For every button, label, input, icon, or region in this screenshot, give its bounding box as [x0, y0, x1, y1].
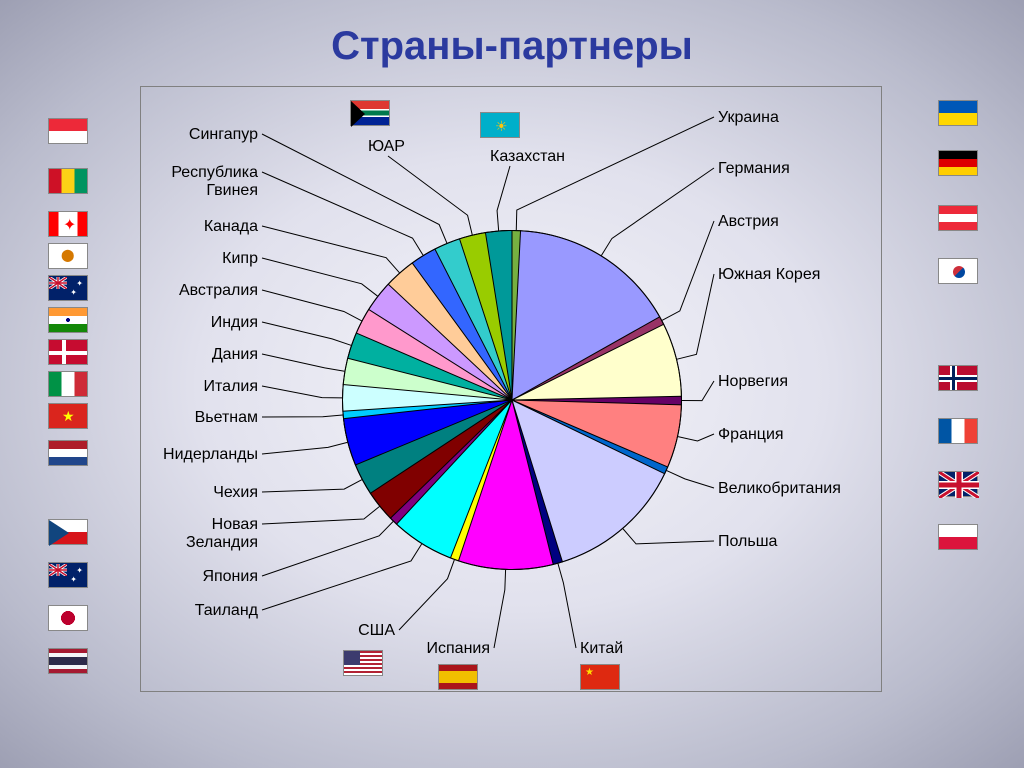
flag-newzealand: ✦✦ — [48, 562, 88, 588]
label-italy: Италия — [204, 378, 258, 396]
flag-japan — [48, 605, 88, 631]
label-australia: Австралия — [179, 282, 258, 300]
flag-uk — [938, 471, 978, 497]
label-netherlands: Нидерланды — [163, 446, 258, 464]
flag-ukraine — [938, 100, 978, 126]
label-norway: Норвегия — [718, 373, 788, 391]
flag-india — [48, 307, 88, 333]
label-japan: Япония — [202, 568, 258, 586]
flag-australia: ✦✦ — [48, 275, 88, 301]
flag-italy — [48, 371, 88, 397]
flag-usa — [343, 650, 383, 676]
flag-spain — [438, 664, 478, 690]
label-usa: США — [358, 622, 395, 640]
flag-germany — [938, 150, 978, 176]
flag-vietnam: ★ — [48, 403, 88, 429]
flag-czech — [48, 519, 88, 545]
label-spain: Испания — [427, 640, 491, 658]
label-rsa: ЮАР — [368, 138, 405, 156]
flag-austria — [938, 205, 978, 231]
flag-singapore — [48, 118, 88, 144]
label-canada: Канада — [204, 218, 258, 236]
label-singapore: Сингапур — [189, 126, 258, 144]
label-thailand: Таиланд — [195, 602, 258, 620]
flag-south_korea — [938, 258, 978, 284]
flag-norway — [938, 365, 978, 391]
flag-canada: ✦ — [48, 211, 88, 237]
flag-netherlands — [48, 440, 88, 466]
label-denmark: Дания — [212, 346, 258, 364]
label-poland: Польша — [718, 533, 777, 551]
label-ukraine: Украина — [718, 109, 779, 127]
label-uk: Великобритания — [718, 480, 841, 498]
label-cyprus: Кипр — [222, 250, 258, 268]
label-vietnam: Вьетнам — [195, 409, 258, 427]
label-germany: Германия — [718, 160, 790, 178]
label-austria: Австрия — [718, 213, 779, 231]
flag-china: ★ — [580, 664, 620, 690]
flag-cyprus: ⬤ — [48, 243, 88, 269]
flag-france — [938, 418, 978, 444]
label-china: Китай — [580, 640, 623, 658]
label-guinea: РеспубликаГвинея — [171, 164, 258, 200]
label-newzealand: НоваяЗеландия — [186, 516, 258, 552]
label-south_korea: Южная Корея — [718, 266, 820, 284]
flag-rsa — [350, 100, 390, 126]
flag-kazakhstan: ☀ — [480, 112, 520, 138]
flag-poland — [938, 524, 978, 550]
label-czech: Чехия — [213, 484, 258, 502]
label-france: Франция — [718, 426, 784, 444]
flag-guinea — [48, 168, 88, 194]
label-india: Индия — [211, 314, 258, 332]
flag-denmark — [48, 339, 88, 365]
flag-thailand — [48, 648, 88, 674]
label-kazakhstan: Казахстан — [490, 148, 565, 166]
